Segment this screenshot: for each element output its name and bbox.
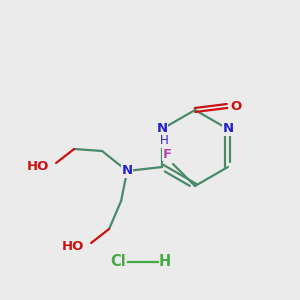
- Text: H: H: [159, 254, 171, 269]
- Text: N: N: [122, 164, 133, 178]
- Text: O: O: [230, 100, 242, 112]
- Text: N: N: [222, 122, 233, 136]
- Text: Cl: Cl: [110, 254, 126, 269]
- Text: HO: HO: [62, 241, 84, 254]
- Text: H: H: [160, 134, 169, 148]
- Text: HO: HO: [27, 160, 49, 173]
- Text: F: F: [162, 148, 172, 160]
- Text: N: N: [157, 122, 168, 136]
